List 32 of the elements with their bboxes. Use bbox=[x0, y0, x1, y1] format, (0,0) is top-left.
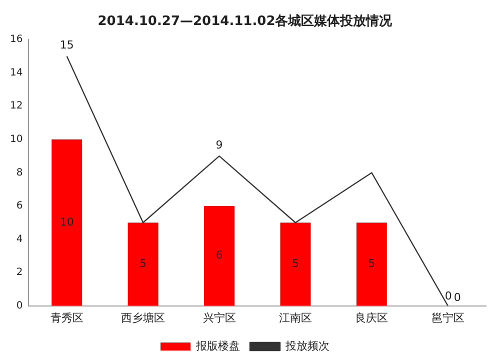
data-label: 9 bbox=[216, 138, 223, 152]
data-label: 6 bbox=[216, 248, 223, 262]
y-tick-label: 6 bbox=[16, 200, 23, 212]
data-label: 5 bbox=[140, 257, 147, 270]
data-label: 5 bbox=[368, 257, 376, 270]
y-tick-label: 10 bbox=[10, 134, 23, 146]
y-tick-label: 2 bbox=[16, 267, 23, 278]
y-tick-label: 14 bbox=[10, 67, 23, 78]
data-label: 0 bbox=[454, 291, 461, 304]
legend-label: 投放频次 bbox=[284, 339, 330, 352]
bar bbox=[280, 222, 311, 306]
y-tick-label: 12 bbox=[10, 100, 23, 112]
bar bbox=[356, 222, 387, 306]
y-tick-label: 8 bbox=[16, 167, 23, 178]
y-tick-label: 0 bbox=[16, 300, 23, 312]
x-tick-label: 青秀区 bbox=[50, 311, 84, 324]
legend-label: 报版楼盘 bbox=[195, 339, 240, 352]
x-tick-label: 兴宁区 bbox=[202, 311, 236, 324]
data-label: 0 bbox=[444, 290, 452, 303]
bar bbox=[204, 206, 234, 306]
bar bbox=[52, 139, 82, 306]
y-tick-label: 4 bbox=[16, 234, 23, 245]
x-tick-label: 江南区 bbox=[278, 311, 312, 324]
y-tick-label: 16 bbox=[10, 34, 23, 46]
bar bbox=[128, 222, 158, 306]
x-tick-label: 良庆区 bbox=[355, 311, 388, 324]
x-tick-label: 邕宁区 bbox=[431, 311, 464, 324]
chart-title: 2014.10.27—2014.11.02各城区媒体投放情况 bbox=[98, 14, 394, 30]
data-label: 15 bbox=[60, 38, 74, 52]
data-label: 10 bbox=[60, 215, 74, 228]
x-tick-label: 西乡塘区 bbox=[121, 311, 166, 324]
data-label: 5 bbox=[292, 257, 299, 270]
